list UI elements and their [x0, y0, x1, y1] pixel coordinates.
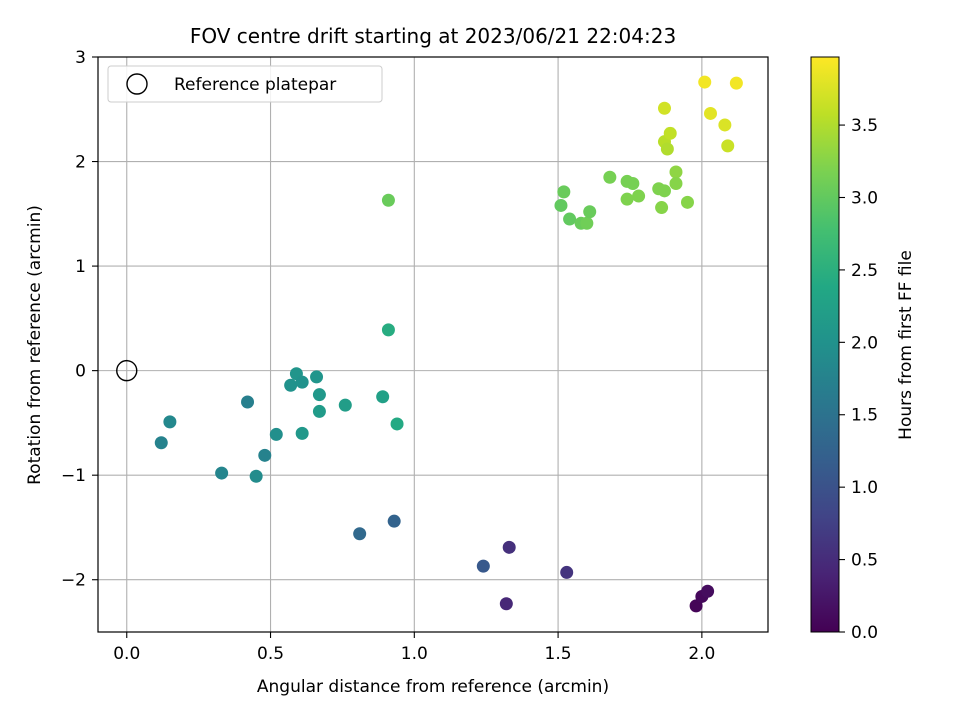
legend-label-reference-platepar: Reference platepar — [174, 75, 336, 95]
data-point — [295, 375, 309, 389]
colorbar: 0.0 0.5 1.0 1.5 2.0 2.5 3.0 3.5 Hours from firs… — [810, 56, 916, 643]
data-point — [502, 540, 516, 554]
data-point — [249, 469, 263, 483]
y-tick-label: −1 — [61, 466, 86, 486]
y-tick-label: 2 — [75, 153, 86, 173]
colorbar-gradient — [810, 56, 840, 633]
colorbar-ticks: 0.0 0.5 1.0 1.5 2.0 2.5 3.0 3.5 — [839, 116, 878, 643]
x-tick-label: 0.0 — [113, 644, 140, 664]
data-point — [580, 216, 594, 230]
data-point — [312, 388, 326, 402]
data-point — [381, 323, 395, 337]
colorbar-label: Hours from first FF file — [896, 250, 916, 440]
colorbar-tick-label: 1.5 — [851, 406, 878, 426]
x-tick-label: 0.5 — [257, 644, 284, 664]
data-point — [701, 584, 715, 598]
y-tick-label: −2 — [61, 571, 86, 591]
reference-marker-layer — [116, 359, 138, 382]
data-point — [657, 101, 671, 115]
x-tick-label: 1.0 — [401, 644, 428, 664]
data-point — [215, 466, 229, 480]
data-point — [657, 184, 671, 198]
data-point — [387, 514, 401, 528]
y-tick-label: 1 — [75, 257, 86, 277]
colorbar-tick-label: 0.0 — [851, 623, 878, 643]
y-axis-label: Rotation from reference (arcmin) — [25, 205, 45, 485]
data-point — [718, 118, 732, 132]
x-tick-label: 2.0 — [688, 644, 715, 664]
x-axis-label: Angular distance from reference (arcmin) — [257, 677, 609, 697]
y-tick-label: 3 — [75, 48, 86, 68]
data-point — [554, 198, 568, 212]
data-point — [499, 597, 513, 611]
data-point — [476, 559, 490, 573]
data-point — [353, 527, 367, 541]
plot-frame — [97, 56, 769, 633]
data-point — [669, 177, 683, 190]
data-point — [163, 415, 177, 429]
data-point — [620, 192, 634, 206]
legend-reference-marker — [126, 73, 148, 95]
data-point — [560, 565, 574, 579]
data-point — [390, 417, 404, 431]
colorbar-tick-label: 2.5 — [851, 261, 878, 281]
data-point — [338, 398, 352, 412]
data-point — [632, 189, 646, 203]
colorbar-tick-label: 1.0 — [851, 478, 878, 498]
data-point — [376, 390, 390, 404]
data-point — [703, 106, 717, 120]
data-point — [310, 370, 324, 384]
data-point — [689, 599, 703, 613]
y-axis-ticks: −2 −1 0 1 2 3 — [61, 48, 98, 591]
data-point — [626, 177, 640, 190]
x-axis-ticks: 0.0 0.5 1.0 1.5 2.0 — [113, 632, 715, 664]
data-point — [258, 448, 272, 462]
data-point — [729, 76, 743, 90]
data-points — [154, 75, 743, 613]
chart-title: FOV centre drift starting at 2023/06/21 … — [190, 24, 676, 48]
x-tick-label: 1.5 — [545, 644, 572, 664]
data-point — [603, 170, 617, 184]
y-tick-label: 0 — [75, 362, 86, 382]
data-point — [583, 205, 597, 219]
data-point — [663, 126, 677, 140]
reference-platepar-marker — [116, 359, 138, 382]
data-point — [284, 378, 298, 392]
colorbar-tick-label: 3.0 — [851, 188, 878, 208]
data-point — [669, 165, 683, 179]
data-point — [381, 193, 395, 207]
colorbar-tick-label: 3.5 — [851, 116, 878, 136]
data-point — [269, 427, 283, 441]
data-point — [557, 185, 571, 199]
data-point — [563, 212, 577, 226]
data-point — [241, 395, 255, 409]
data-point — [312, 404, 326, 418]
data-point — [680, 195, 694, 209]
data-point — [698, 75, 712, 89]
data-point — [295, 426, 309, 440]
data-point — [154, 436, 168, 450]
colorbar-tick-label: 0.5 — [851, 551, 878, 571]
data-point — [655, 201, 669, 215]
legend: Reference platepar — [107, 65, 383, 103]
data-point — [660, 142, 674, 156]
data-point — [721, 139, 735, 153]
colorbar-tick-label: 2.0 — [851, 333, 878, 353]
legend-box — [107, 65, 383, 103]
